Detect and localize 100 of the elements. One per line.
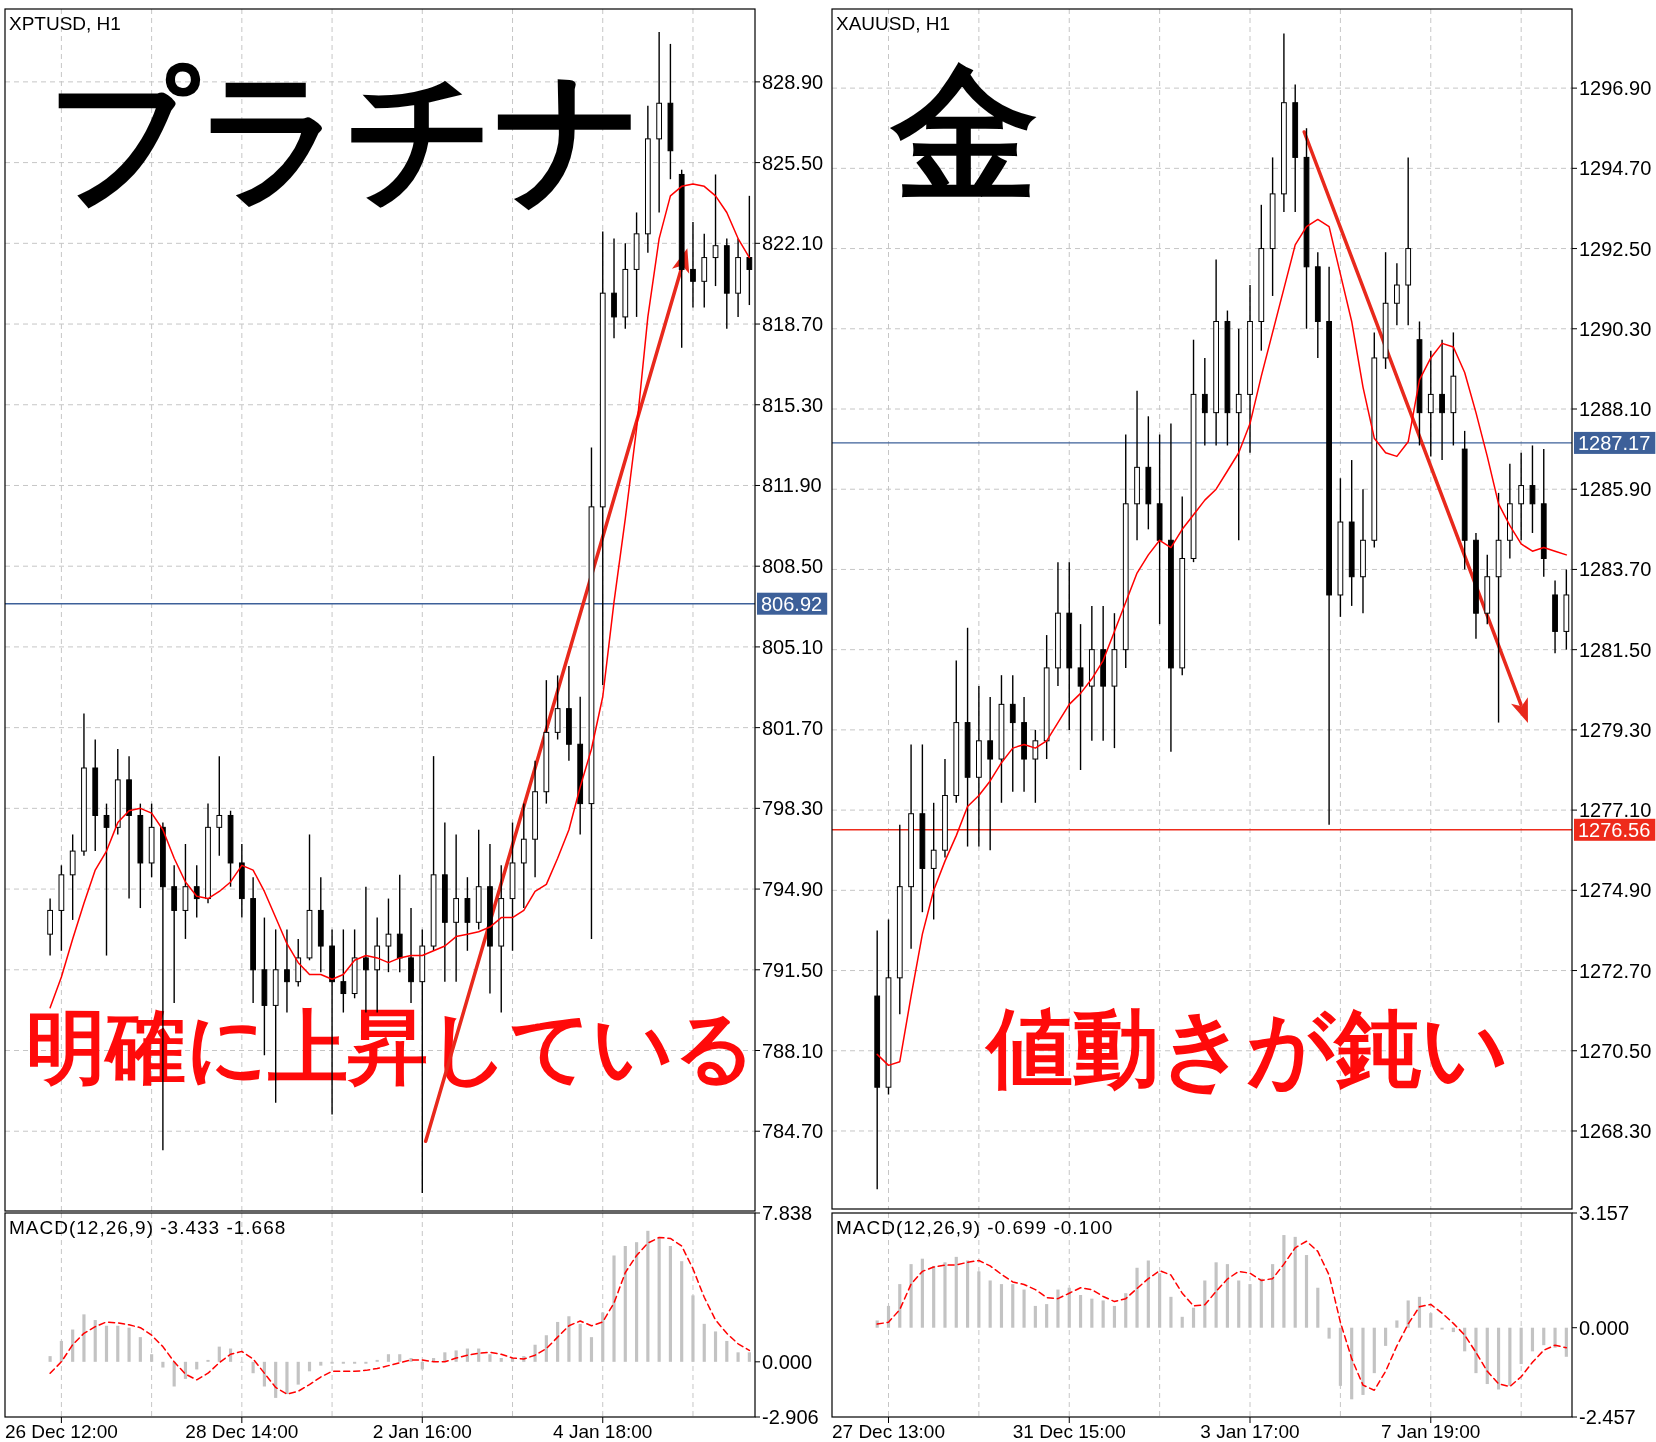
bar <box>1564 1327 1568 1357</box>
bar <box>1090 1298 1094 1328</box>
bar <box>601 1312 605 1362</box>
y-tick-label: 798.30 <box>762 797 824 820</box>
chart-subtitle: 金 <box>888 52 1038 216</box>
bar <box>1395 1320 1399 1328</box>
bar <box>251 1361 255 1374</box>
bar <box>93 1320 97 1362</box>
candlestick <box>1077 623 1084 771</box>
bar <box>909 1264 913 1328</box>
candlestick <box>1201 357 1208 447</box>
y-tick-label: 811.90 <box>762 474 822 497</box>
candlestick <box>611 237 617 339</box>
candlestick <box>712 173 719 287</box>
x-tick-label: 27 Dec 13:00 <box>831 1421 945 1442</box>
bar <box>668 1246 672 1362</box>
bar <box>477 1348 481 1362</box>
bar <box>977 1271 981 1328</box>
bar <box>1033 1305 1037 1328</box>
bar <box>82 1314 86 1362</box>
bar <box>747 1352 751 1362</box>
chart-title: MACD(12,26,9) -0.699 -0.100 <box>836 1217 1114 1238</box>
bar <box>161 1361 165 1368</box>
candlestick <box>1427 349 1434 458</box>
chart-title: XAUUSD, H1 <box>836 13 951 34</box>
y-tick-label: 805.10 <box>762 635 824 658</box>
x-tick-label: 28 Dec 14:00 <box>185 1421 299 1442</box>
bar <box>285 1361 289 1395</box>
bar <box>150 1354 154 1362</box>
bar <box>183 1361 188 1379</box>
y-tick-label: -2.906 <box>762 1406 819 1428</box>
bar <box>943 1262 947 1328</box>
bar <box>1011 1284 1015 1328</box>
bar <box>1553 1327 1557 1348</box>
bar <box>954 1256 958 1328</box>
bar <box>1417 1296 1422 1328</box>
bar <box>1248 1284 1252 1328</box>
candlestick <box>520 802 527 909</box>
bar <box>138 1337 142 1362</box>
bar <box>1508 1327 1512 1386</box>
bar <box>172 1361 176 1387</box>
bar <box>1169 1296 1173 1328</box>
x-tick-label: 31 Dec 15:00 <box>1012 1421 1126 1442</box>
bar <box>1519 1327 1523 1365</box>
bar <box>488 1354 492 1362</box>
bar <box>623 1246 627 1362</box>
bar <box>988 1280 992 1328</box>
bar <box>1259 1278 1263 1328</box>
y-tick-label: 1274.90 <box>1579 879 1652 902</box>
y-tick-label: 1281.50 <box>1579 638 1652 661</box>
candlestick <box>1009 674 1016 793</box>
bar <box>1271 1264 1275 1328</box>
candlestick <box>385 897 392 973</box>
bar <box>1485 1327 1489 1385</box>
bar <box>262 1361 266 1387</box>
y-tick-label: 791.50 <box>762 958 824 981</box>
bar <box>1474 1327 1478 1374</box>
bar <box>612 1255 616 1362</box>
y-tick-label: 1272.70 <box>1579 959 1652 982</box>
bar <box>1338 1327 1342 1386</box>
y-tick-label: 801.70 <box>762 716 824 739</box>
bar <box>1124 1293 1128 1328</box>
y-tick-label: 815.30 <box>762 393 824 416</box>
candlestick <box>408 907 414 1004</box>
candlestick <box>1235 328 1242 541</box>
bar <box>48 1356 52 1362</box>
bar <box>116 1325 120 1362</box>
candlestick <box>987 696 994 851</box>
bar <box>1078 1295 1083 1328</box>
bar <box>59 1340 63 1362</box>
candlestick <box>193 864 200 919</box>
bar <box>1112 1305 1117 1328</box>
candlestick <box>182 843 189 940</box>
bar <box>217 1346 221 1362</box>
bar <box>1293 1236 1297 1328</box>
bar <box>725 1340 729 1362</box>
bar <box>296 1361 300 1385</box>
y-tick-label: 1279.30 <box>1579 718 1652 741</box>
bar <box>646 1230 650 1362</box>
candlestick <box>47 897 53 957</box>
y-tick-label: 1285.90 <box>1579 478 1652 501</box>
bar <box>319 1361 323 1366</box>
bar <box>127 1327 131 1362</box>
candlestick <box>69 833 76 921</box>
bar <box>1496 1327 1501 1390</box>
bar <box>1191 1307 1196 1328</box>
candlestick <box>103 802 110 957</box>
y-tick-label: 1283.70 <box>1579 558 1652 581</box>
bar <box>702 1323 706 1362</box>
bar <box>589 1337 594 1362</box>
bar <box>1203 1280 1207 1328</box>
y-tick-label: 1268.30 <box>1579 1119 1652 1142</box>
bar <box>736 1352 740 1362</box>
bar <box>691 1295 695 1362</box>
bar <box>635 1242 639 1362</box>
bar <box>1135 1267 1139 1328</box>
bar <box>1384 1327 1388 1346</box>
candlestick <box>746 195 753 306</box>
y-tick-label: 825.50 <box>762 151 824 174</box>
y-tick-label: 788.10 <box>762 1039 824 1062</box>
